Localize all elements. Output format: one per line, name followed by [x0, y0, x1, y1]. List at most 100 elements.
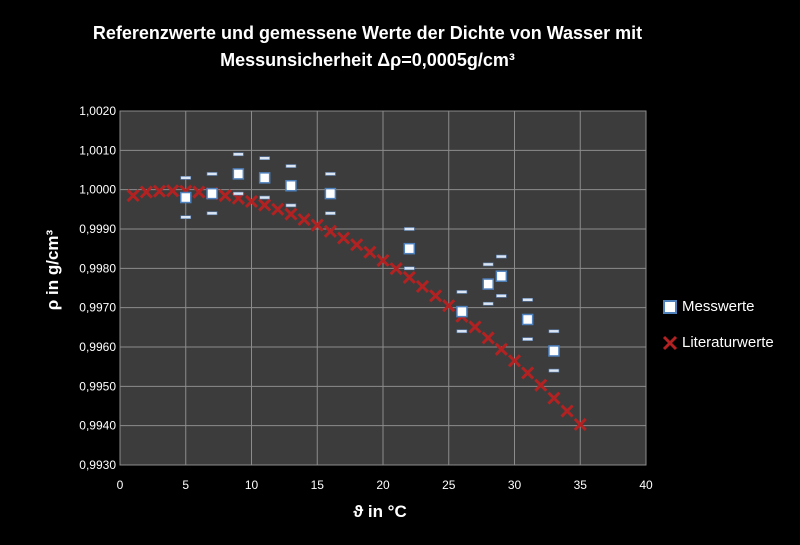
- literaturwert-point: [139, 185, 153, 199]
- literaturwert-point: [534, 378, 548, 392]
- x-stroke: [534, 378, 548, 392]
- error-bar-upper-cap: [456, 290, 468, 294]
- literaturwert-point: [350, 238, 364, 252]
- x-stroke: [284, 207, 298, 221]
- error-bar-upper-cap: [233, 152, 244, 157]
- y-tick-label: 0,9930: [79, 458, 116, 472]
- y-axis-label: ρ in g/cm³: [43, 229, 62, 310]
- y-tick-label: 1,0000: [79, 183, 116, 197]
- error-bar-upper-cap: [259, 156, 270, 160]
- error-bar-upper-cap: [285, 164, 297, 168]
- chart-title-line1: Referenzwerte und gemessene Werte der Di…: [92, 23, 643, 43]
- error-bar-upper-cap: [403, 227, 415, 231]
- y-tick-label: 1,0010: [79, 143, 116, 157]
- error-bar-lower-cap: [259, 195, 270, 200]
- literaturwert-point: [415, 279, 430, 293]
- chart-title: Referenzwerte und gemessene Werte der Di…: [0, 20, 735, 74]
- x-stroke: [166, 184, 180, 198]
- x-stroke: [139, 185, 153, 199]
- messwert-point: [482, 262, 494, 306]
- x-stroke: [415, 279, 430, 293]
- chart-title-line2: Messunsicherheit Δρ=0,0005g/cm³: [220, 50, 515, 70]
- x-stroke: [521, 366, 535, 380]
- x-stroke: [402, 270, 416, 284]
- x-tick-label: 40: [639, 478, 653, 492]
- literaturwert-point: [507, 354, 522, 368]
- literaturwert-point: [442, 299, 456, 313]
- messwert-square-marker: [285, 179, 297, 192]
- messwert-point: [403, 227, 416, 271]
- messwert-square-marker: [482, 278, 494, 290]
- x-stroke: [310, 218, 324, 232]
- legend-label-messwerte: Messwerte: [682, 298, 755, 315]
- y-tick-label: 0,9970: [79, 301, 116, 315]
- y-tick-label: 0,9940: [79, 419, 116, 433]
- x-stroke: [271, 202, 285, 216]
- error-bar-lower-cap: [456, 329, 468, 334]
- y-tick-label: 0,9960: [79, 340, 116, 354]
- error-bar-upper-cap: [206, 172, 218, 176]
- messwert-point: [258, 156, 271, 200]
- y-tick-labels: 0,9930 0,9940 0,9950 0,9960 0,9970 0,9980 0,99…: [79, 104, 116, 472]
- literaturwert-point: [271, 202, 285, 216]
- literaturwert-point: [336, 231, 351, 245]
- error-bar-upper-cap: [496, 254, 507, 259]
- error-bar-upper-cap: [522, 297, 533, 302]
- literaturwert-point: [429, 289, 443, 303]
- literaturwert-point: [389, 262, 403, 276]
- error-bar-lower-cap: [482, 301, 494, 306]
- messwert-point: [206, 172, 218, 216]
- x-tick-label: 10: [245, 478, 259, 492]
- x-stroke: [468, 320, 482, 334]
- error-bar-lower-cap: [180, 215, 192, 219]
- literaturwert-point: [244, 194, 259, 209]
- messwert-point: [495, 254, 508, 298]
- error-bar-upper-cap: [482, 262, 494, 267]
- messwert-square-marker: [258, 172, 271, 184]
- messwert-square-marker: [180, 191, 192, 204]
- messwert-point: [548, 329, 560, 373]
- x-stroke: [494, 342, 508, 356]
- error-bar-lower-cap: [522, 337, 533, 341]
- messwert-point: [324, 172, 337, 216]
- literaturwert-point: [560, 404, 574, 418]
- error-bar-lower-cap: [285, 203, 297, 208]
- error-bar-lower-cap: [206, 211, 218, 216]
- x-stroke: [258, 198, 272, 212]
- x-stroke: [192, 185, 206, 199]
- error-bar-upper-cap: [325, 172, 336, 176]
- x-stroke: [297, 212, 311, 227]
- messwert-square-marker: [403, 242, 416, 255]
- series-messwerte: [180, 152, 560, 373]
- x-stroke: [547, 391, 561, 405]
- literaturwert-point: [494, 342, 508, 356]
- messwert-square-marker: [206, 187, 218, 200]
- x-stroke: [389, 262, 403, 276]
- error-bar-lower-cap: [548, 368, 560, 373]
- x-stroke: [152, 184, 167, 198]
- x-stroke: [363, 245, 377, 259]
- legend-label-literaturwerte: Literaturwerte: [682, 334, 774, 351]
- legend-x-marker: [662, 335, 678, 350]
- legend-item-messwerte: Messwerte: [662, 298, 755, 315]
- literaturwert-point: [363, 245, 377, 259]
- error-bar-lower-cap: [233, 191, 244, 196]
- x-tick-label: 20: [376, 478, 390, 492]
- x-tick-label: 5: [182, 478, 189, 492]
- literaturwert-point: [258, 198, 272, 212]
- x-tick-labels: 0 5 10 15 20 25 30 35 40: [117, 478, 653, 492]
- literaturwert-point: [547, 391, 561, 405]
- error-bar-lower-cap: [325, 211, 336, 216]
- x-stroke: [126, 189, 140, 203]
- messwert-square-marker: [456, 305, 468, 318]
- literaturwert-point: [573, 417, 587, 432]
- x-stroke: [560, 404, 574, 418]
- messwert-point: [232, 152, 245, 196]
- error-bar-lower-cap: [403, 266, 415, 271]
- x-stroke: [350, 238, 364, 252]
- messwert-point: [285, 164, 297, 208]
- messwert-point: [456, 290, 468, 334]
- x-stroke: [244, 194, 259, 209]
- error-bar-lower-cap: [496, 294, 507, 298]
